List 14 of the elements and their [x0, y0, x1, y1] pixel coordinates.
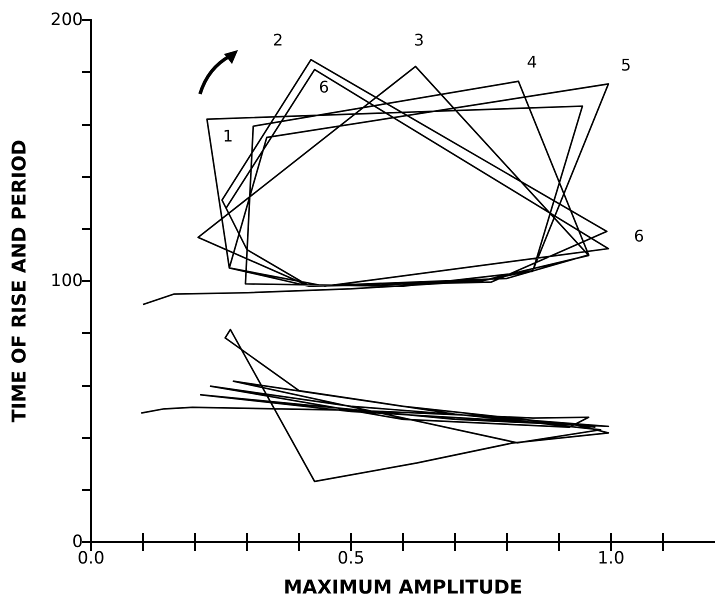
- annotation: 1: [222, 126, 234, 146]
- annotation: 4: [526, 52, 538, 72]
- x-tick-label: 0.5: [337, 548, 365, 568]
- annotation: 6: [634, 226, 644, 246]
- x-tick-label: 1.0: [597, 548, 625, 568]
- x-axis-title: MAXIMUM AMPLITUDE: [283, 576, 523, 598]
- line-series: [140, 328, 610, 482]
- annotation: 3: [414, 30, 424, 50]
- y-tick-label: 100: [50, 271, 83, 291]
- y-tick-label: 200: [50, 10, 83, 30]
- annotation: 6: [318, 78, 330, 96]
- annotation: 5: [620, 56, 632, 74]
- annotation: 2: [272, 30, 284, 50]
- y-axis-title: TIME OF RISE AND PERIOD: [8, 140, 30, 422]
